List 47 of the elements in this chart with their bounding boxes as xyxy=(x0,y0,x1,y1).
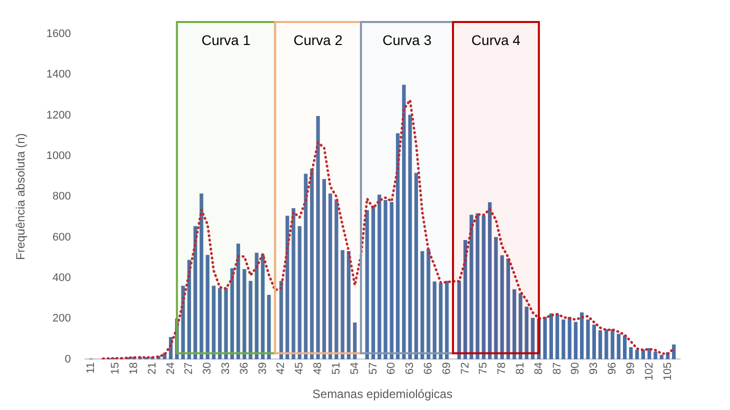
x-tick-label: 39 xyxy=(256,362,269,374)
x-tick-label: 69 xyxy=(440,362,453,374)
x-tick-label: 11 xyxy=(85,362,98,374)
x-tick-label: 21 xyxy=(146,362,158,374)
x-tick-label: 48 xyxy=(312,362,324,374)
x-tick-label: 72 xyxy=(459,362,472,374)
x-tick-label: 87 xyxy=(551,362,564,374)
x-tick-label: 36 xyxy=(238,362,250,374)
x-tick-label: 81 xyxy=(514,362,527,374)
x-axis-title: Semanas epidemiológicas xyxy=(312,387,452,402)
y-tick-label: 1400 xyxy=(46,68,71,81)
x-tick-label: 30 xyxy=(202,362,214,374)
band-label: Curva 2 xyxy=(294,32,343,48)
y-tick-label: 1600 xyxy=(46,28,71,40)
x-tick-label: 75 xyxy=(478,362,490,374)
x-tick-label: 33 xyxy=(220,362,232,374)
y-tick-label: 0 xyxy=(64,353,71,366)
x-tick-label: 105 xyxy=(662,362,674,381)
x-tick-label: 45 xyxy=(294,362,306,374)
x-tick-label: 57 xyxy=(367,362,380,374)
band-label: Curva 1 xyxy=(201,32,251,48)
x-tick-label: 102 xyxy=(643,362,656,381)
x-tick-label: 54 xyxy=(348,362,361,374)
x-tick-label: 63 xyxy=(404,362,416,374)
y-tick-label: 800 xyxy=(52,190,71,203)
band-label: Curva 3 xyxy=(382,32,432,48)
x-tick-label: 93 xyxy=(588,362,600,374)
y-tick-label: 600 xyxy=(52,231,71,244)
y-tick-label: 200 xyxy=(52,312,71,325)
y-tick-label: 400 xyxy=(52,272,71,284)
x-tick-label: 27 xyxy=(183,362,196,374)
x-tick-label: 15 xyxy=(110,362,122,374)
x-tick-label: 60 xyxy=(386,362,398,374)
y-axis-title: Frequência absoluta (n) xyxy=(14,133,28,260)
x-tick-label: 84 xyxy=(532,362,545,374)
x-tick-label: 90 xyxy=(570,362,582,374)
y-tick-label: 1200 xyxy=(46,109,71,122)
x-tick-label: 99 xyxy=(624,362,637,374)
y-tick-label: 1000 xyxy=(46,150,71,162)
x-tick-label: 24 xyxy=(164,362,177,374)
band-label: Curva 4 xyxy=(471,32,521,48)
x-tick-label: 78 xyxy=(496,362,508,374)
x-tick-label: 66 xyxy=(422,362,434,374)
x-tick-label: 42 xyxy=(275,362,288,374)
x-tick-label: 96 xyxy=(606,362,619,374)
x-tick-label: 51 xyxy=(330,362,342,374)
x-tick-label: 18 xyxy=(128,362,140,374)
